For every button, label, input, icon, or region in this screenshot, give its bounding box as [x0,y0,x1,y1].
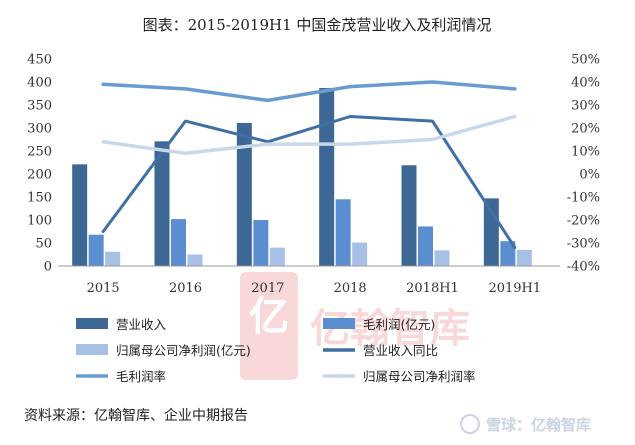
bar-3 [434,250,450,266]
bar-1 [72,164,88,266]
bar-3 [269,247,285,266]
line-series-3 [101,114,517,156]
y-left-tick-label: 450 [27,53,52,68]
bar-3 [187,254,203,266]
y-left-tick-label: 0 [44,260,52,275]
y-right-tick-label: 40% [571,76,600,91]
bar-1 [236,122,252,266]
y-right-tick-label: 10% [571,145,600,160]
bar-2 [171,219,186,266]
x-tick-label: 2018 [334,281,367,296]
y-left-tick-label: 50 [35,237,52,252]
legend-swatch [76,344,108,355]
bar-3 [105,251,121,266]
bar-2 [418,226,433,266]
x-tick-label: 2016 [169,281,202,296]
bar-2 [88,234,104,266]
y-right-tick-label: -40% [567,260,600,275]
y-left-tick-label: 200 [27,168,52,183]
watermark-logo [240,272,298,380]
y-axis-left: 0 50 100 150 200 250 300 350 400 450 [27,53,52,275]
x-tick-label: 2018H1 [406,281,459,296]
source-note: 资料来源：亿翰智库、企业中期报告 [24,408,248,424]
y-right-tick-label: -10% [567,191,600,206]
bar-2 [253,220,269,266]
bar-1 [154,141,170,266]
legend-swatch [76,318,108,329]
x-axis: 2015 2016 2017 2018 2018H1 2019H1 [87,281,542,296]
bar-1 [319,87,335,266]
x-tick-label: 2017 [251,281,284,296]
y-right-tick-label: 50% [571,53,600,68]
watermark-logo-char: 亿 [249,294,289,340]
legend-label: 归属母公司净利润率 [363,369,476,384]
y-right-tick-label: 20% [571,122,600,137]
y-left-tick-label: 150 [27,191,52,206]
y-right-tick-label: 0% [579,168,600,183]
plot-area [72,80,532,266]
y-axis-right: 50% 40% 30% 20% 10% 0% -10% -20% -30% -40% [567,53,600,275]
x-tick-label: 2019H1 [488,281,541,296]
y-left-tick-label: 250 [27,145,52,160]
legend-swatch [323,318,355,329]
bar-1 [483,198,499,266]
bar-2 [500,241,516,266]
bar-2 [335,199,351,266]
legend-label: 营业收入同比 [363,343,438,358]
legend-label: 归属母公司净利润(亿元) [116,343,251,358]
y-right-tick-label: 30% [571,99,600,114]
legend-label: 毛利润率 [116,369,166,384]
snowball-icon [460,414,480,434]
legend-label: 毛利润(亿元) [363,317,435,332]
chart-title: 图表：2015-2019H1 中国金茂营业收入及利润情况 [143,16,492,34]
bar-3 [352,242,368,266]
y-right-tick-label: -30% [567,237,600,252]
y-left-tick-label: 100 [27,214,52,229]
line-series-2 [101,80,517,103]
bar-3 [516,249,532,266]
y-right-tick-label: -20% [567,214,600,229]
y-left-tick-label: 300 [27,122,52,137]
y-left-tick-label: 350 [27,99,52,114]
corner-watermark-text: 雪球：亿翰智库 [486,416,591,434]
line-series-1 [101,115,517,250]
bar-1 [401,165,417,266]
legend-label: 营业收入 [116,317,167,332]
y-left-tick-label: 400 [27,76,52,91]
corner-watermark: 雪球：亿翰智库 [460,414,591,434]
x-tick-label: 2015 [87,281,120,296]
